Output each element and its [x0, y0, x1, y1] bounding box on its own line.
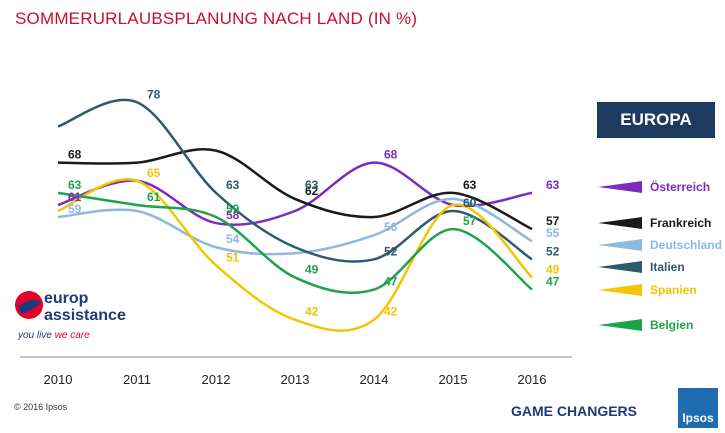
series-line-deutschland [57, 197, 533, 256]
logo-word: europ assistance [44, 290, 126, 324]
legend-swatch [598, 181, 642, 193]
data-label: 63 [463, 178, 477, 192]
data-label: 49 [546, 262, 560, 276]
data-label: 63 [226, 178, 240, 192]
data-label: 58 [226, 208, 240, 222]
data-label: 42 [384, 305, 398, 319]
data-label: 49 [305, 262, 319, 276]
legend-label: Deutschland [650, 238, 723, 252]
data-label: 52 [384, 244, 398, 258]
legend-label: Spanien [650, 283, 697, 297]
data-label: 51 [226, 250, 240, 264]
x-tick-label: 2014 [360, 372, 389, 387]
ipsos-logo: Ipsos [678, 388, 718, 428]
legend-swatch [598, 217, 642, 229]
data-label: 61 [147, 190, 161, 204]
copyright: © 2016 Ipsos [14, 402, 68, 412]
data-label: 62 [305, 184, 319, 198]
data-label: 60 [463, 196, 477, 210]
x-tick-label: 2012 [202, 372, 231, 387]
data-label: 54 [226, 232, 240, 246]
europ-assistance-logo: europ assistance you live we care [14, 286, 126, 346]
logo-tagline: you live we care [18, 330, 90, 341]
series-line-frankreich [57, 148, 533, 231]
x-tick-label: 2015 [439, 372, 468, 387]
legend-label: Frankreich [650, 216, 712, 230]
series-line-spanien [57, 178, 533, 332]
data-label: 63 [546, 178, 560, 192]
data-label: 63 [305, 178, 319, 192]
europ-assistance-icon [15, 291, 43, 319]
data-label: 52 [546, 244, 560, 258]
data-label: 47 [384, 275, 398, 289]
data-label: 65 [147, 166, 161, 180]
x-tick-label: 2010 [44, 372, 73, 387]
data-label: 59 [226, 202, 240, 216]
data-label: 68 [384, 148, 398, 162]
legend-label: Belgien [650, 318, 694, 332]
legend-swatch [598, 239, 642, 251]
data-label: 47 [546, 275, 560, 289]
data-label: 78 [147, 87, 161, 101]
legend-swatch [598, 261, 642, 273]
x-tick-label: 2011 [123, 372, 151, 387]
data-label: 68 [68, 148, 82, 162]
chart-title: SOMMERURLAUBSPLANUNG NACH LAND (IN %) [15, 9, 418, 28]
legend-label: Italien [650, 260, 685, 274]
game-changers-tagline: GAME CHANGERS [511, 403, 638, 419]
x-axis: 2010 2011 2012 2013 2014 2015 2016 [20, 356, 572, 387]
region-badge: EUROPA [597, 102, 715, 138]
data-label: 57 [546, 214, 560, 228]
data-label: 55 [546, 226, 560, 240]
data-label: 63 [68, 178, 82, 192]
series-line-belgien [57, 191, 533, 294]
legend-swatch [598, 319, 642, 331]
series-line-italien [57, 98, 533, 263]
data-label: 57 [463, 214, 477, 228]
data-label: 42 [305, 305, 319, 319]
legend-label: Österreich [650, 180, 711, 194]
data-label: 61 [68, 190, 82, 204]
x-tick-label: 2013 [281, 372, 310, 387]
series-lines [57, 98, 533, 332]
data-label: 56 [384, 220, 398, 234]
data-label: 59 [68, 202, 82, 216]
legend-swatch [598, 284, 642, 296]
x-tick-label: 2016 [518, 372, 547, 387]
